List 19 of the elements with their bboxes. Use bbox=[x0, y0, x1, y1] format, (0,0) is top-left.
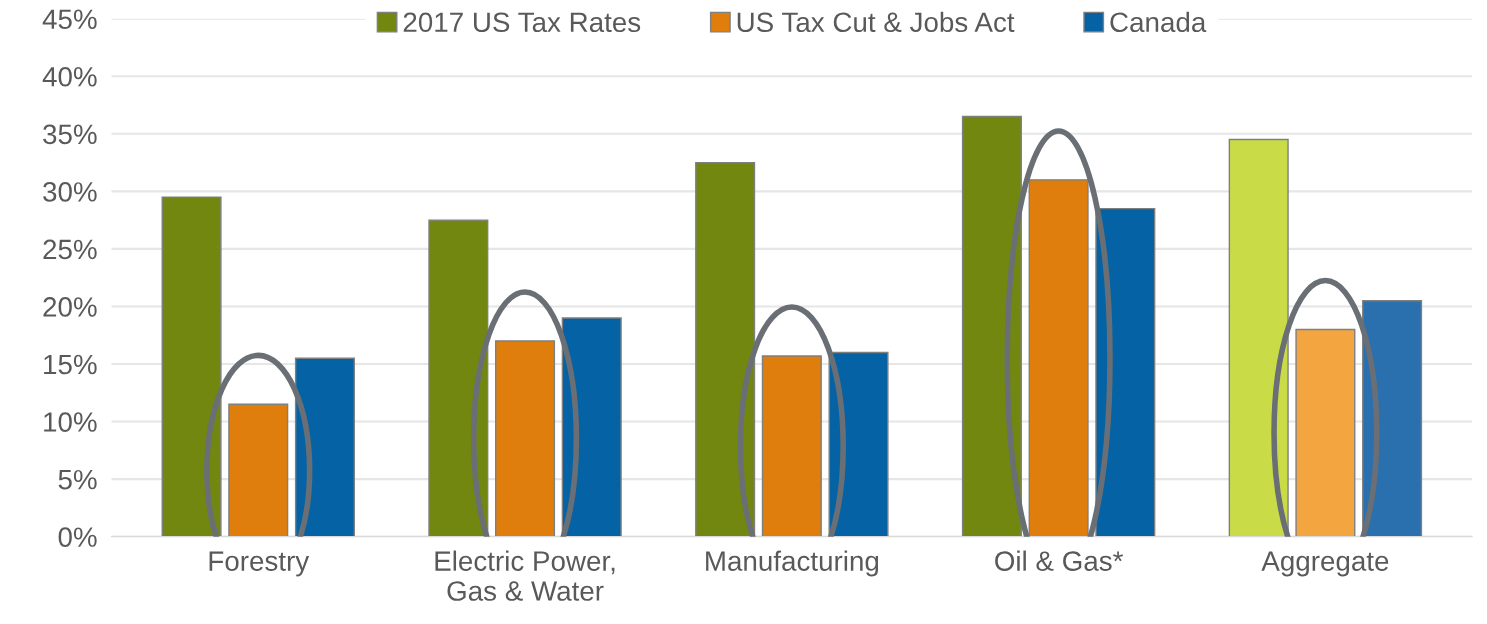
x-tick-label: Manufacturing bbox=[706, 550, 879, 577]
y-tick-label: 35% bbox=[43, 124, 97, 145]
x-tick-label: Electric Power, Gas & Water bbox=[435, 550, 615, 601]
y-tick-label: 0% bbox=[58, 527, 97, 547]
y-tick-label: 10% bbox=[44, 412, 97, 432]
legend-label: 2017 US Tax Rates bbox=[403, 12, 641, 33]
legend-label: Canada bbox=[1110, 11, 1207, 33]
x-tick-label: Aggregate bbox=[1261, 551, 1389, 577]
y-tick-label: 20% bbox=[43, 297, 97, 317]
bar bbox=[228, 403, 289, 537]
y-tick-label: 15% bbox=[44, 354, 97, 375]
y-tick-label: 45% bbox=[42, 9, 97, 30]
y-tick-label: 30% bbox=[43, 182, 97, 202]
y-tick-label: 40% bbox=[42, 66, 97, 87]
y-tick-label: 5% bbox=[58, 469, 97, 490]
legend-label: US Tax Cut & Jobs Act bbox=[737, 11, 1015, 33]
y-tick-label: 25% bbox=[43, 239, 97, 260]
x-tick-label: Forestry bbox=[209, 551, 310, 577]
x-tick-label: Oil & Gas* bbox=[995, 550, 1124, 571]
